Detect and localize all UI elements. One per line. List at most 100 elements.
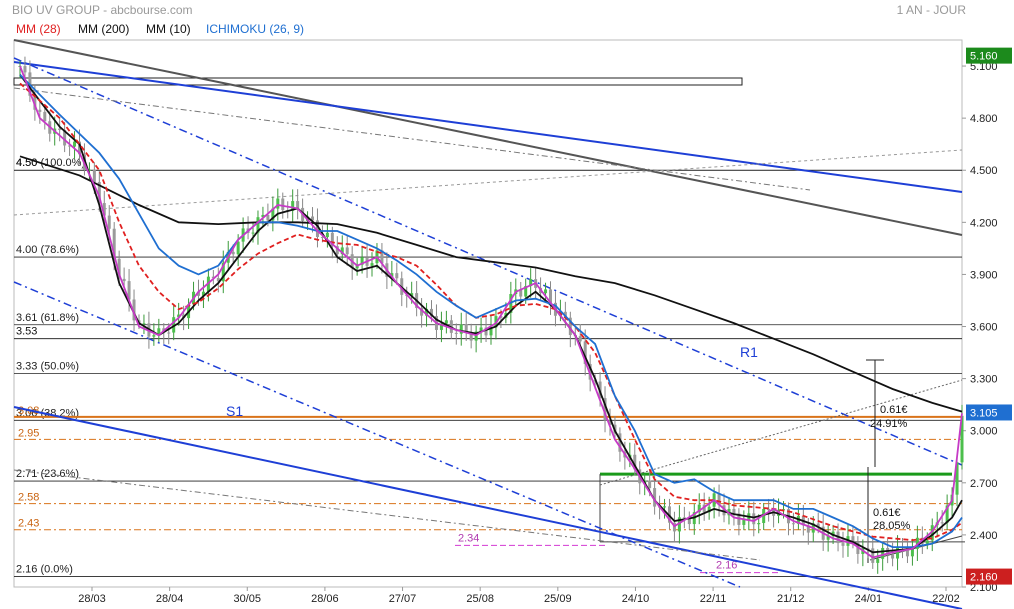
candle-body bbox=[930, 525, 934, 541]
annotation-gain-pct-2: 28.05% bbox=[873, 520, 911, 532]
candle-body bbox=[687, 518, 691, 525]
candle-body bbox=[459, 324, 463, 334]
min-price-tag-bg bbox=[966, 568, 1012, 585]
y-tick-label-3: 3.000 bbox=[970, 426, 998, 438]
candle-body bbox=[236, 241, 240, 255]
candle-body bbox=[682, 517, 686, 519]
candle-body bbox=[618, 433, 622, 452]
candle-body bbox=[563, 311, 567, 318]
candle-body bbox=[608, 420, 612, 425]
candle-body bbox=[112, 228, 116, 259]
x-tick-label-2: 30/05 bbox=[234, 593, 262, 605]
candle-body bbox=[345, 247, 349, 255]
candle-body bbox=[464, 324, 468, 333]
candle-body bbox=[439, 323, 443, 330]
blue-resistance-trendline bbox=[13, 61, 963, 193]
y-tick-label-10: 5.100 bbox=[970, 61, 998, 73]
candle-body bbox=[697, 504, 701, 513]
candle-body bbox=[291, 201, 295, 211]
annotation-gain-pct-1: 24.91% bbox=[870, 418, 908, 430]
candle-body bbox=[152, 335, 156, 337]
max-price-tag-bg bbox=[966, 47, 1012, 64]
x-tick-label-7: 24/10 bbox=[622, 593, 650, 605]
candle-body bbox=[320, 237, 324, 239]
candle-body bbox=[172, 317, 176, 333]
magenta-level-label-1: 2.16 bbox=[716, 560, 737, 572]
fib-label-0: 2.16 (0.0%) bbox=[16, 564, 73, 576]
last-price-tag: 3.105 bbox=[970, 407, 998, 419]
candle-body bbox=[390, 273, 394, 277]
candle-body bbox=[633, 454, 637, 470]
candle-body bbox=[58, 128, 62, 131]
candle-body bbox=[444, 320, 448, 324]
y-tick-label-7: 4.200 bbox=[970, 217, 998, 229]
candle-body bbox=[335, 246, 339, 255]
candle-body bbox=[251, 232, 255, 234]
candle-body bbox=[905, 546, 909, 557]
grey-trendline bbox=[13, 39, 963, 236]
candle-body bbox=[38, 109, 42, 112]
candle-body bbox=[92, 169, 96, 182]
legend-item-ichimoku: ICHIMOKU (26, 9) bbox=[206, 22, 305, 36]
candle-body bbox=[370, 263, 374, 266]
candle-body bbox=[221, 262, 225, 282]
candle-body bbox=[519, 289, 523, 297]
y-tick-label-1: 2.400 bbox=[970, 530, 998, 542]
x-tick-label-10: 24/01 bbox=[855, 593, 883, 605]
candle-body bbox=[603, 398, 607, 421]
series-line-4 bbox=[19, 65, 963, 559]
candle-body bbox=[479, 327, 483, 332]
candle-body bbox=[742, 519, 746, 525]
series-line-3 bbox=[19, 74, 963, 548]
candle-body bbox=[425, 308, 429, 316]
candle-body bbox=[816, 523, 820, 527]
blue-support-trendline bbox=[13, 406, 963, 609]
candle-body bbox=[940, 522, 944, 524]
candle-body bbox=[73, 141, 77, 147]
candle-body bbox=[925, 540, 929, 544]
level-label-0: 3.53 bbox=[16, 326, 37, 338]
annotation-r1: R1 bbox=[740, 344, 758, 360]
candle-body bbox=[469, 332, 473, 341]
candle-body bbox=[271, 208, 275, 221]
candle-body bbox=[757, 523, 761, 525]
candle-body bbox=[851, 536, 855, 543]
x-tick-label-4: 27/07 bbox=[389, 593, 417, 605]
candle-body bbox=[524, 286, 528, 297]
candle-body bbox=[653, 488, 657, 507]
candle-body bbox=[806, 525, 810, 533]
fib-label-4: 3.61 (61.8%) bbox=[16, 312, 79, 324]
candle-body bbox=[420, 308, 424, 316]
candle-body bbox=[196, 291, 200, 296]
candle-body bbox=[722, 505, 726, 516]
plot-frame bbox=[13, 39, 963, 588]
candle-body bbox=[330, 232, 334, 247]
x-tick-label-5: 25/08 bbox=[466, 593, 494, 605]
candle-body bbox=[266, 214, 270, 221]
candle-body bbox=[578, 336, 582, 342]
candle-body bbox=[732, 508, 736, 514]
candle-body bbox=[177, 314, 181, 318]
candle-body bbox=[395, 273, 399, 279]
candle-body bbox=[910, 548, 914, 557]
candle-body bbox=[325, 232, 329, 238]
candle-body bbox=[167, 332, 171, 334]
orange-level-label-3: 2.43 bbox=[18, 518, 39, 530]
candle-body bbox=[548, 289, 552, 303]
candle-body bbox=[87, 169, 91, 171]
candle-body bbox=[955, 462, 959, 495]
candle-body bbox=[216, 278, 220, 282]
candle-body bbox=[231, 251, 235, 255]
candle-body bbox=[311, 216, 315, 221]
candle-body bbox=[340, 247, 344, 255]
candle-body bbox=[767, 508, 771, 511]
candle-body bbox=[142, 323, 146, 325]
x-tick-label-0: 28/03 bbox=[78, 593, 106, 605]
candle-body bbox=[201, 291, 205, 296]
candle-body bbox=[132, 299, 136, 321]
candle-body bbox=[430, 308, 434, 317]
legend-item-mm28: MM (28) bbox=[16, 22, 61, 36]
candle-body bbox=[256, 217, 260, 233]
candle-body bbox=[891, 554, 895, 559]
